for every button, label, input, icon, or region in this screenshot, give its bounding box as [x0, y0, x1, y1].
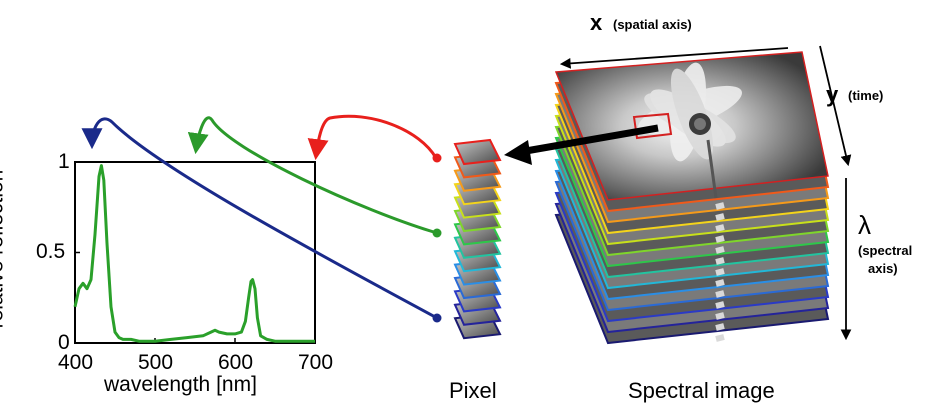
- cube-layer-streak: [715, 312, 725, 320]
- cube-layer-streak: [715, 290, 725, 298]
- cube-layer-streak: [715, 235, 725, 243]
- x-axis-title: wavelength [nm]: [104, 373, 257, 396]
- red-band-connector: [307, 114, 438, 161]
- y-axis-description: (time): [848, 88, 884, 103]
- pixel-layer: [453, 138, 502, 166]
- blue-band-dot: [432, 313, 442, 323]
- y-axis-title: relative reflection: [0, 169, 8, 329]
- x-tick-500: 500: [138, 351, 174, 374]
- x-tick-400: 400: [58, 351, 94, 374]
- cube-layer-streak: [715, 334, 725, 342]
- lambda-description-line2: axis): [868, 261, 898, 276]
- pixel-stack: [453, 138, 502, 340]
- lambda-description-line1: (spectral: [858, 243, 913, 258]
- x-tick-600: 600: [218, 351, 254, 374]
- x-axis-description: (spatial axis): [613, 17, 692, 32]
- x-axis-arrow: [559, 47, 789, 69]
- cube-layer-streak: [715, 257, 725, 265]
- x-tick-700: 700: [298, 351, 334, 374]
- green-band-connector: [187, 116, 438, 235]
- cube-layer-streak: [715, 279, 725, 287]
- pixel-label: Pixel: [449, 378, 497, 403]
- y-axis-symbol: y: [826, 82, 839, 107]
- red-band-dot: [432, 153, 442, 163]
- lambda-symbol: λ: [858, 210, 871, 240]
- x-axis-symbol: x: [590, 10, 603, 35]
- green-band-dot: [432, 228, 442, 238]
- blue-band-connector: [81, 117, 438, 320]
- extract-pixel-arrow: [504, 140, 532, 165]
- spectrum-line: [73, 164, 315, 343]
- y-tick-0-5: 0.5: [36, 240, 66, 263]
- cube-layer-streak: [715, 301, 725, 309]
- flower-image: [554, 51, 829, 201]
- cube-layer-streak: [715, 323, 725, 331]
- cube-layer-streak: [715, 224, 725, 232]
- y-tick-1: 1: [58, 150, 70, 173]
- cube-layer-streak: [715, 268, 725, 276]
- cube-layer-streak: [715, 246, 725, 254]
- y-axis-arrow: [819, 45, 852, 167]
- cube-layer-streak: [715, 213, 725, 221]
- spectral-image-label: Spectral image: [628, 378, 775, 403]
- cube-layer-streak: [715, 202, 725, 210]
- y-tick-0: 0: [58, 331, 70, 354]
